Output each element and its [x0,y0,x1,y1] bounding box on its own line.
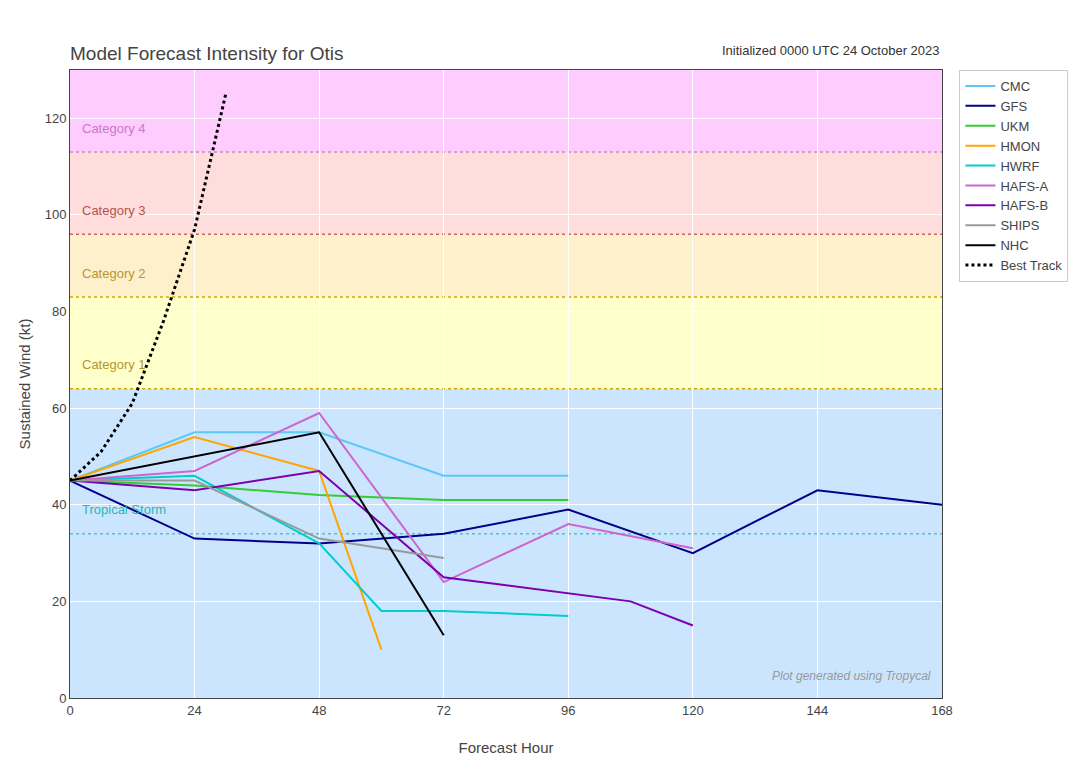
svg-text:0: 0 [66,703,73,718]
svg-text:40: 40 [52,497,66,512]
svg-text:Best Track: Best Track [1000,258,1062,273]
svg-text:72: 72 [436,703,450,718]
svg-text:120: 120 [682,703,704,718]
svg-text:0: 0 [59,691,66,706]
svg-text:HAFS-A: HAFS-A [1000,179,1048,194]
svg-text:Category 1: Category 1 [82,357,146,372]
svg-text:UKM: UKM [1000,119,1029,134]
svg-text:24: 24 [187,703,201,718]
svg-text:60: 60 [52,401,66,416]
svg-text:HAFS-B: HAFS-B [1000,198,1048,213]
svg-text:HMON: HMON [1000,139,1040,154]
svg-text:144: 144 [807,703,829,718]
svg-text:NHC: NHC [1000,238,1028,253]
svg-text:48: 48 [312,703,326,718]
svg-text:Model Forecast Intensity for O: Model Forecast Intensity for Otis [70,43,344,64]
svg-text:SHIPS: SHIPS [1000,218,1039,233]
svg-text:Tropical Storm: Tropical Storm [82,502,166,517]
svg-text:120: 120 [45,111,67,126]
svg-text:GFS: GFS [1000,99,1027,114]
svg-text:Forecast Hour: Forecast Hour [458,739,553,756]
svg-text:Plot generated using Tropycal: Plot generated using Tropycal [772,669,931,683]
svg-text:Category 2: Category 2 [82,266,146,281]
svg-text:Initialized 0000 UTC 24 Octobe: Initialized 0000 UTC 24 October 2023 [722,43,940,58]
svg-text:100: 100 [45,207,67,222]
svg-text:96: 96 [561,703,575,718]
svg-text:20: 20 [52,594,66,609]
svg-text:CMC: CMC [1000,79,1030,94]
svg-text:168: 168 [931,703,953,718]
svg-text:80: 80 [52,304,66,319]
svg-text:Sustained Wind (kt): Sustained Wind (kt) [16,319,33,450]
svg-text:Category 3: Category 3 [82,203,146,218]
svg-text:HWRF: HWRF [1000,159,1039,174]
svg-text:Category 4: Category 4 [82,121,146,136]
